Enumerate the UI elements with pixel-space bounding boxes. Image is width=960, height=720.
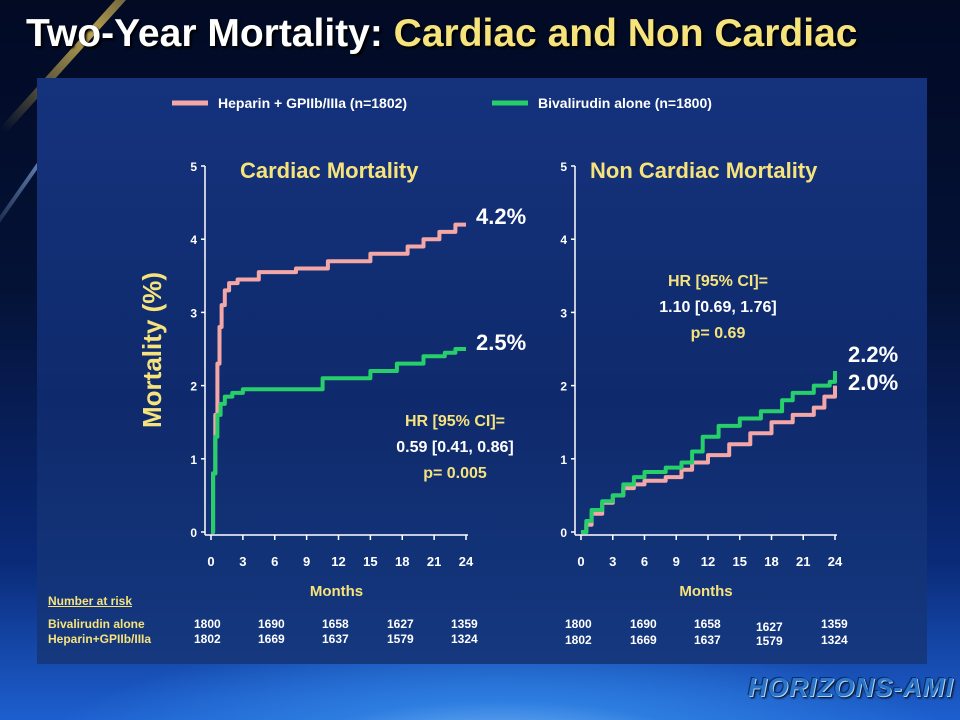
risk-table-header: Number at risk — [48, 594, 133, 608]
x-axis-label: Months — [310, 583, 363, 600]
x-tick-label: 3 — [239, 554, 246, 569]
y-tick-label: 0 — [190, 526, 197, 540]
x-tick-label: 3 — [609, 554, 616, 569]
chart-title: Cardiac Mortality — [240, 158, 419, 183]
y-tick-label: 1 — [560, 453, 567, 467]
end-value-label: 4.2% — [476, 204, 526, 229]
y-tick-label: 4 — [190, 233, 197, 247]
hr-value: 1.10 [0.69, 1.76] — [659, 299, 776, 316]
end-value-label: 2.2% — [848, 342, 898, 367]
x-tick-label: 18 — [395, 554, 409, 569]
x-tick-label: 12 — [331, 554, 345, 569]
risk-cell: 1579 — [387, 632, 414, 646]
y-tick-label: 1 — [190, 453, 197, 467]
hr-label: HR [95% CI]= — [668, 273, 768, 290]
end-value-label: 2.5% — [476, 330, 526, 355]
x-tick-label: 21 — [427, 554, 441, 569]
x-tick-label: 0 — [577, 554, 584, 569]
y-axis-label: Mortality (%) — [137, 272, 167, 428]
risk-cell: 1658 — [694, 617, 721, 631]
x-tick-label: 24 — [828, 554, 843, 569]
risk-cell: 1669 — [630, 633, 657, 647]
risk-cell: 1637 — [694, 633, 721, 647]
p-value: p= 0.69 — [691, 325, 746, 342]
series-line-bivalirudin — [581, 371, 837, 534]
x-tick-label: 9 — [673, 554, 680, 569]
x-tick-label: 21 — [796, 554, 810, 569]
y-tick-label: 2 — [190, 380, 197, 394]
slide-title: Two-Year Mortality: Cardiac and Non Card… — [26, 12, 857, 56]
risk-cell: 1802 — [194, 632, 221, 646]
risk-row-label-bivalirudin: Bivalirudin alone — [48, 617, 145, 631]
y-tick-label: 5 — [190, 160, 197, 174]
risk-cell: 1802 — [565, 633, 592, 647]
series-line-bivalirudin — [211, 347, 466, 534]
chart-title: Non Cardiac Mortality — [590, 158, 818, 183]
title-part-yellow: Cardiac and Non Cardiac — [393, 12, 858, 55]
risk-cell: 1690 — [630, 617, 657, 631]
risk-cell: 1359 — [821, 617, 848, 631]
hr-value: 0.59 [0.41, 0.86] — [396, 439, 513, 456]
x-tick-label: 15 — [363, 554, 377, 569]
risk-cell: 1800 — [565, 617, 592, 631]
risk-cell: 1627 — [387, 617, 414, 631]
risk-cell: 1627 — [756, 620, 783, 634]
legend-label-heparin: Heparin + GPIIb/IIIa (n=1802) — [218, 95, 407, 111]
x-tick-label: 9 — [303, 554, 310, 569]
y-tick-label: 5 — [560, 160, 567, 174]
risk-cell: 1658 — [322, 617, 349, 631]
x-tick-label: 12 — [701, 554, 715, 569]
y-tick-label: 2 — [560, 380, 567, 394]
end-value-label: 2.0% — [848, 370, 898, 395]
series-line-heparin — [581, 385, 837, 534]
y-tick-label: 3 — [560, 306, 567, 320]
risk-cell: 1669 — [258, 632, 285, 646]
y-tick-label: 0 — [560, 526, 567, 540]
risk-cell: 1579 — [756, 634, 783, 648]
x-tick-label: 15 — [733, 554, 747, 569]
horizons-ami-logo: HORIZONS-AMI — [748, 672, 954, 702]
risk-cell: 1637 — [322, 632, 349, 646]
risk-cell: 1359 — [451, 617, 478, 631]
x-axis-label: Months — [679, 583, 732, 600]
hr-label: HR [95% CI]= — [405, 413, 505, 430]
slide-panel — [37, 78, 927, 664]
y-tick-label: 3 — [190, 306, 197, 320]
x-tick-label: 18 — [764, 554, 778, 569]
title-part-white: Two-Year Mortality: — [26, 12, 394, 55]
x-tick-label: 24 — [459, 554, 474, 569]
series-line-heparin — [211, 222, 466, 534]
risk-cell: 1324 — [821, 633, 848, 647]
p-value: p= 0.005 — [423, 465, 487, 482]
x-tick-label: 0 — [207, 554, 214, 569]
risk-cell: 1324 — [451, 632, 478, 646]
y-tick-label: 4 — [560, 233, 567, 247]
risk-cell: 1800 — [194, 617, 221, 631]
x-tick-label: 6 — [641, 554, 648, 569]
legend-label-bivalirudin: Bivalirudin alone (n=1800) — [538, 95, 712, 111]
risk-row-label-heparin: Heparin+GPIIb/IIIa — [48, 632, 152, 646]
x-tick-label: 6 — [271, 554, 278, 569]
risk-cell: 1690 — [258, 617, 285, 631]
